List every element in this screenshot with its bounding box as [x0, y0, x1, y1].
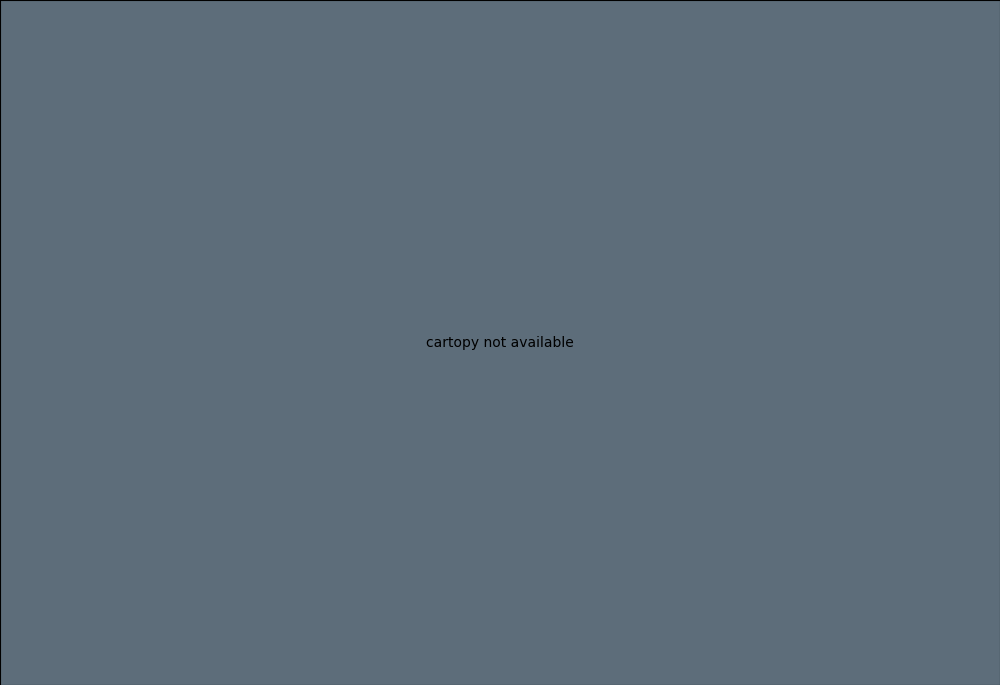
Text: cartopy not available: cartopy not available [426, 336, 574, 349]
